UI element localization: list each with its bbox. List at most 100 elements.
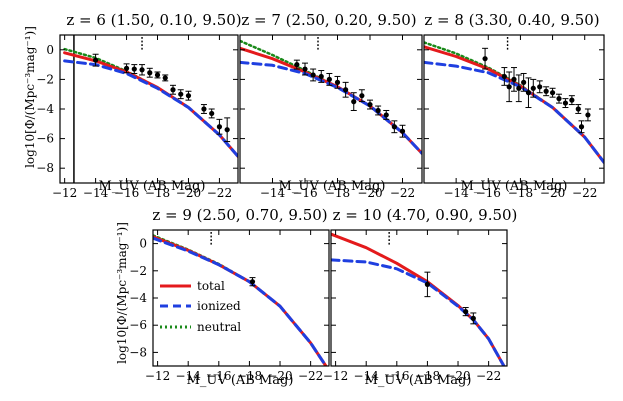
- y-tick-label: 0: [139, 237, 147, 251]
- series-layer: [424, 41, 604, 164]
- legend-label-total: total: [197, 279, 225, 293]
- panel-title: z = 10 (4.70, 0.90, 9.50): [333, 206, 518, 224]
- legend-label-neutral: neutral: [197, 320, 241, 334]
- data-point: [543, 88, 549, 94]
- y-axis-label-bottom: log10[Φ/(Mpc⁻³mag⁻¹)]: [115, 222, 129, 364]
- x-axis-label: M_UV (AB Mag): [187, 373, 294, 388]
- marker-dot: [317, 40, 319, 43]
- observation-point: [375, 105, 382, 116]
- data-point: [521, 79, 527, 85]
- x-tick-label: −12: [145, 369, 170, 383]
- observation-point: [556, 93, 562, 104]
- data-point: [93, 57, 99, 63]
- series-ionized: [153, 236, 328, 366]
- data-point: [359, 93, 365, 99]
- x-tick-label: −20: [357, 186, 382, 200]
- data-point: [399, 128, 406, 134]
- x-tick-label: −16: [114, 186, 139, 200]
- y-tick-label: −8: [36, 161, 54, 175]
- marker-dot: [317, 47, 319, 50]
- observation-point: [92, 53, 99, 67]
- data-point: [123, 65, 130, 71]
- y-tick-label: −4: [129, 291, 147, 305]
- data-point: [147, 70, 153, 76]
- observation-point: [131, 64, 138, 74]
- series-layer: [153, 234, 328, 366]
- data-point: [209, 110, 215, 117]
- marker-dot: [388, 232, 390, 234]
- data-point: [575, 106, 581, 112]
- data-point: [375, 107, 381, 114]
- data-point: [201, 106, 207, 112]
- data-point: [162, 75, 168, 81]
- x-tick-label: −20: [267, 369, 292, 383]
- series-ionized: [240, 60, 422, 155]
- x-tick-label: −14: [83, 186, 109, 200]
- marker-dot: [506, 47, 509, 50]
- marker-dot: [141, 40, 143, 43]
- data-point: [139, 67, 145, 73]
- series-total: [331, 232, 506, 366]
- observation-point: [310, 68, 317, 82]
- x-tick-label: −22: [298, 369, 323, 383]
- observation-point: [326, 72, 333, 86]
- data-point: [562, 100, 569, 106]
- series-neutral: [424, 41, 604, 164]
- observation-point: [562, 98, 569, 109]
- observation-point: [549, 87, 556, 98]
- panel-z8: z = 8 (3.30, 0.40, 9.50) −14 −16 −18 −20 −22…: [423, 11, 605, 200]
- x-tick-label: −18: [415, 369, 440, 383]
- observation-point: [208, 108, 215, 119]
- data-point: [511, 76, 517, 82]
- marker-dot: [388, 242, 390, 245]
- data-point: [154, 72, 161, 78]
- series-ionized: [331, 258, 506, 366]
- data-point: [383, 112, 389, 118]
- observation-point: [515, 74, 522, 103]
- observation-point: [391, 120, 398, 134]
- observation-point: [350, 92, 357, 111]
- x-tick-label: −18: [237, 369, 262, 383]
- data-point: [391, 124, 397, 130]
- data-point: [294, 62, 300, 68]
- observation-point: [506, 71, 513, 103]
- panel-title: z = 9 (2.50, 0.70, 9.50): [152, 206, 327, 224]
- x-tick-label: −14: [260, 186, 286, 200]
- observation-point: [424, 271, 431, 298]
- observation-point: [249, 277, 256, 287]
- observation-point: [200, 104, 207, 114]
- observation-point: [584, 108, 591, 122]
- data-point: [569, 97, 575, 103]
- marker-dot: [317, 44, 319, 46]
- panel-title: z = 7 (2.50, 0.20, 9.50): [241, 11, 416, 29]
- data-point: [224, 127, 230, 133]
- marker-dot: [506, 44, 509, 46]
- x-tick-label: −16: [384, 369, 409, 383]
- data-point: [351, 99, 357, 105]
- observation-point: [399, 124, 406, 138]
- y-tick-label: −6: [36, 132, 54, 146]
- legend: total ionized neutral: [160, 279, 241, 334]
- observation-point: [383, 109, 390, 120]
- observation-point: [302, 62, 308, 76]
- observation-point: [358, 89, 365, 103]
- observation-point: [470, 312, 477, 325]
- x-tick-label: −12: [323, 369, 348, 383]
- x-tick-label: −20: [176, 186, 201, 200]
- panel-title: z = 6 (1.50, 0.10, 9.50): [66, 11, 241, 29]
- data-point: [367, 101, 373, 108]
- x-axis-label: M_UV (AB Mag): [365, 373, 472, 388]
- data-point: [326, 76, 332, 82]
- marker-dot: [141, 47, 143, 50]
- observation-point: [169, 84, 176, 95]
- data-point: [506, 84, 512, 90]
- marker-dot: [506, 40, 509, 43]
- y-tick-label: −8: [129, 345, 147, 359]
- series-layer: [240, 39, 422, 155]
- observation-point: [525, 77, 532, 109]
- x-axis-label: M_UV (AB Mag): [461, 179, 568, 194]
- data-point: [556, 96, 562, 102]
- x-tick-label: −18: [325, 186, 350, 200]
- x-axis-label: M_UV (AB Mag): [99, 179, 206, 194]
- x-tick-label: −22: [476, 369, 501, 383]
